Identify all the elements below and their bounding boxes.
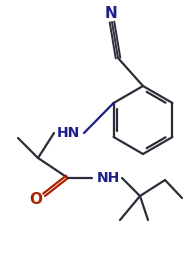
Text: NH: NH	[96, 171, 120, 185]
Text: O: O	[29, 192, 43, 207]
Text: HN: HN	[56, 126, 80, 140]
Text: N: N	[105, 6, 117, 21]
